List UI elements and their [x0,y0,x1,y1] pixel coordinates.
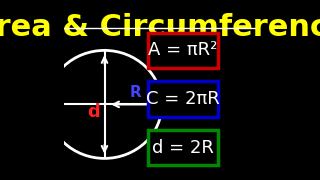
Text: d: d [88,103,100,121]
Text: d = 2R: d = 2R [152,139,214,157]
FancyBboxPatch shape [148,82,218,117]
Text: C = 2πR: C = 2πR [146,90,220,108]
Text: R: R [129,85,141,100]
Text: Area & Circumference: Area & Circumference [0,13,320,42]
FancyBboxPatch shape [148,130,218,165]
FancyBboxPatch shape [148,33,218,68]
Text: A = πR²: A = πR² [148,41,218,59]
